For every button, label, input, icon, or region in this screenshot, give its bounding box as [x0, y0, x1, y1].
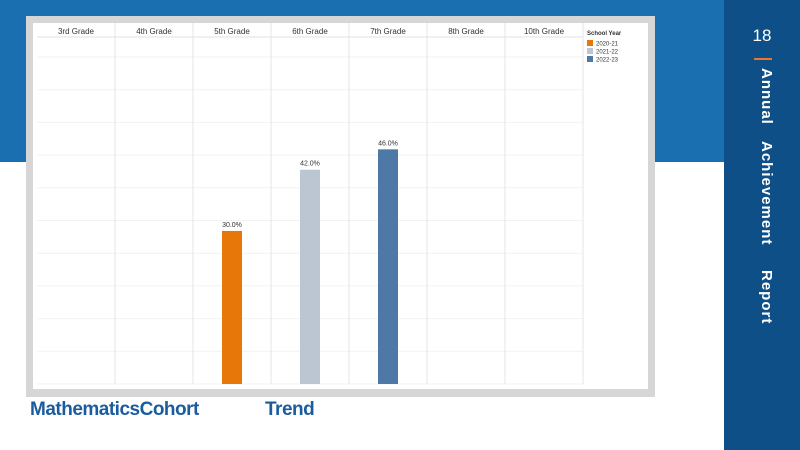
- page-number: 18: [752, 26, 772, 45]
- legend-entry: 2021-22: [596, 50, 619, 56]
- cohort-bar-chart: 3rd Grade 4th Grade 5th Grade 6th Grade 7th …: [37, 23, 622, 385]
- category-label: 7th Grade: [370, 27, 406, 36]
- side-title-annual: Annual: [758, 68, 775, 125]
- accent-line: [754, 58, 772, 60]
- legend-title: School Year: [587, 31, 622, 37]
- legend-swatch: [587, 40, 593, 46]
- data-label: 46.0%: [378, 140, 398, 147]
- legend-entry: 2022-23: [596, 58, 619, 64]
- legend-swatch: [587, 56, 593, 62]
- legend-swatch: [587, 48, 593, 54]
- chart-area: 3rd Grade 4th Grade 5th Grade 6th Grade 7th …: [33, 23, 648, 389]
- category-label: 3rd Grade: [58, 27, 95, 36]
- legend-entry: 2020-21: [596, 42, 619, 48]
- side-panel: 18 Annual Achievement Report: [724, 0, 800, 450]
- data-label: 30.0%: [222, 222, 242, 229]
- category-label: 8th Grade: [448, 27, 484, 36]
- bottom-title-trend: Trend: [265, 399, 315, 420]
- bar-2021-22: [300, 169, 320, 384]
- category-label: 5th Grade: [214, 27, 250, 36]
- category-label: 4th Grade: [136, 27, 172, 36]
- bottom-title-subject: MathematicsCohort: [30, 399, 199, 420]
- bar-2022-23: [378, 149, 398, 384]
- data-label: 42.0%: [300, 161, 320, 168]
- side-title-report: Report: [758, 270, 775, 325]
- category-label: 6th Grade: [292, 27, 328, 36]
- category-label: 10th Grade: [524, 27, 565, 36]
- side-title-achievement: Achievement: [758, 141, 775, 246]
- bar-2020-21: [222, 230, 242, 384]
